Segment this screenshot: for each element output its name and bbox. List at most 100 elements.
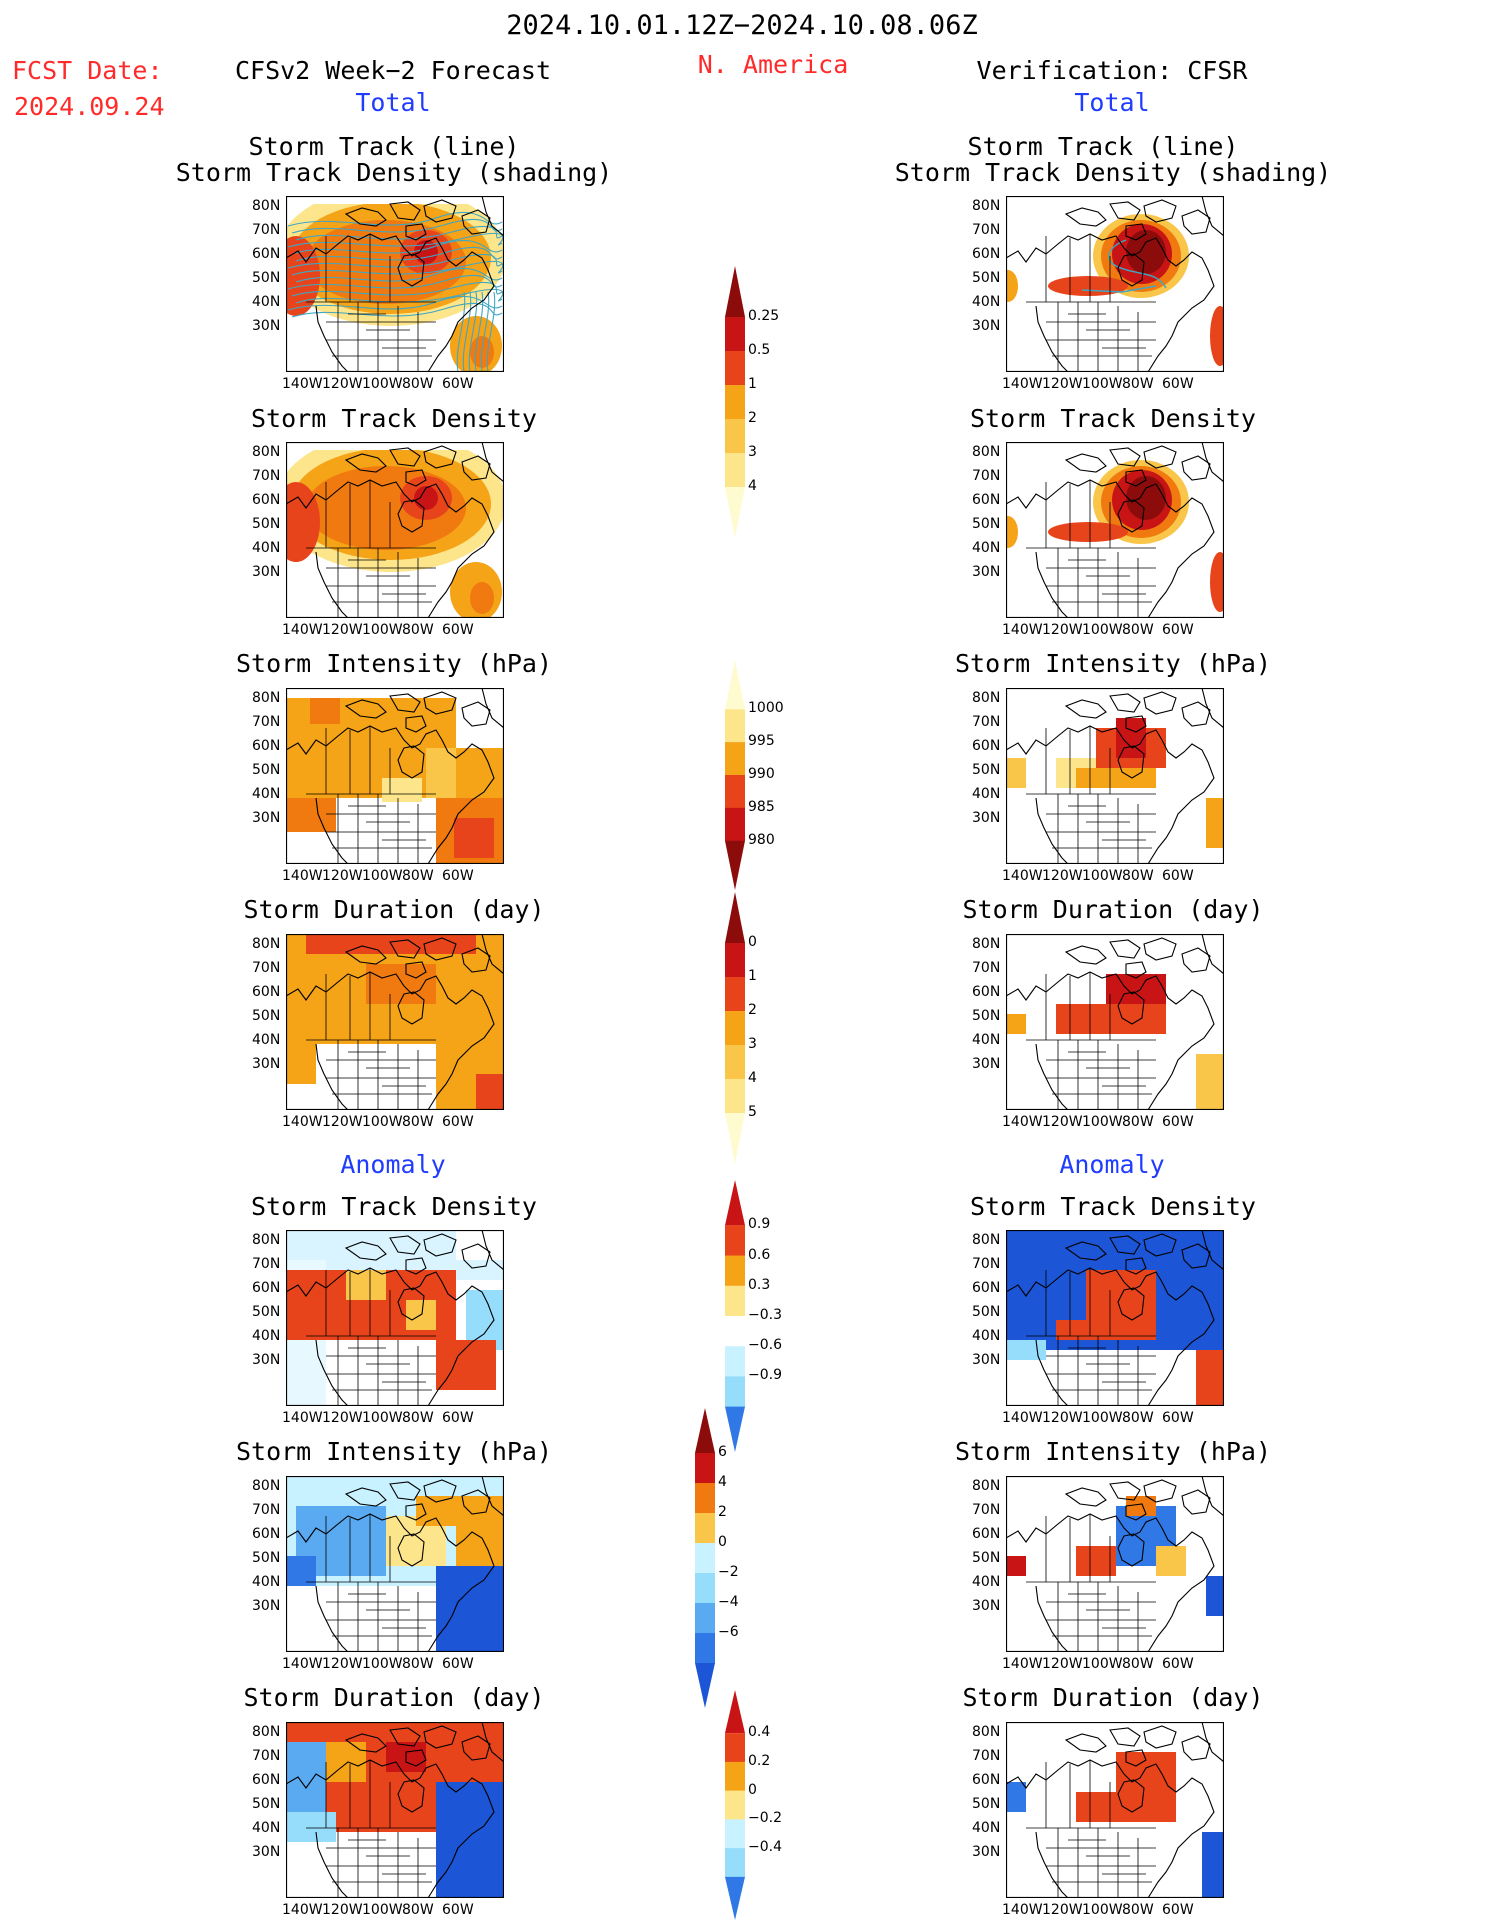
lat-tick: 40N	[972, 294, 1001, 310]
colorbar-density-anom: 0.9 0.6 0.3 −0.3 −0.6 −0.9	[724, 1180, 782, 1458]
lon-tick: 120W	[322, 1410, 363, 1426]
lat-tick: 50N	[972, 516, 1001, 532]
lat-tick: 70N	[252, 222, 281, 238]
map-intensity-anom-ver-map	[1006, 1476, 1224, 1652]
colorbar-label: −0.2	[748, 1810, 782, 1827]
colorbar-label: 5	[748, 1104, 757, 1120]
lon-tick: 140W	[282, 1410, 323, 1426]
lon-tick: 80W	[402, 1902, 434, 1918]
lat-tick: 30N	[972, 564, 1001, 580]
lat-tick: 50N	[972, 1304, 1001, 1320]
title-density-anom-fcst: Storm Track Density	[251, 1192, 537, 1221]
colorbar-label: 2	[748, 1002, 757, 1018]
lat-tick: 30N	[252, 1598, 281, 1614]
map-intensity-fcst-map	[286, 688, 504, 864]
title-intensity-anom-fcst: Storm Intensity (hPa)	[235, 1437, 553, 1466]
colorbar-label: 0.5	[748, 342, 771, 358]
lat-tick: 60N	[972, 984, 1001, 1000]
lon-tick: 60W	[1162, 376, 1194, 392]
fcst-date-value: 2024.09.24	[14, 92, 165, 121]
lat-tick: 50N	[972, 1550, 1001, 1566]
lon-tick: 100W	[362, 1902, 403, 1918]
map-density-ver-map	[1006, 442, 1224, 618]
lat-tick: 80N	[252, 444, 281, 460]
lon-tick: 80W	[1122, 868, 1154, 884]
map-duration-anom-ver: 80N 70N 60N 50N 40N 30N 140W 120W 100W 80W 60W	[972, 1722, 1224, 1918]
lat-tick: 60N	[972, 1526, 1001, 1542]
lat-tick: 50N	[252, 270, 281, 286]
lon-tick: 80W	[402, 376, 434, 392]
lat-tick: 70N	[252, 714, 281, 730]
colorbar-intensity-total: 1000 995 990 985 980	[724, 660, 784, 896]
colorbar-label: 0.3	[748, 1276, 771, 1293]
verification-title: Verification: CFSR	[976, 56, 1248, 85]
lon-tick: 120W	[1042, 1410, 1083, 1426]
colorbar-label: 1	[748, 968, 757, 984]
title-track-line-ver: Storm Track (line)	[967, 132, 1239, 161]
forecast-total-label: Total	[355, 88, 431, 117]
colorbar-label: 4	[748, 1070, 757, 1086]
colorbar-label: 6	[718, 1444, 727, 1460]
map-density-fcst-map	[286, 442, 504, 618]
title-duration-fcst: Storm Duration (day)	[243, 895, 545, 924]
title-track-shading-fcst: Storm Track Density (shading)	[175, 158, 613, 187]
lon-tick: 100W	[1082, 1114, 1123, 1130]
lat-tick: 80N	[972, 444, 1001, 460]
colorbar-intensity-anom-ramp	[695, 1408, 715, 1708]
lon-tick: 80W	[402, 622, 434, 638]
title-density-anom-ver: Storm Track Density	[970, 1192, 1256, 1221]
lon-tick: 120W	[1042, 1114, 1083, 1130]
colorbar-duration-anom-ramp	[725, 1690, 745, 1920]
colorbar-label: 980	[748, 831, 775, 848]
lat-tick: 40N	[972, 540, 1001, 556]
map-density-ver: 80N 70N 60N 50N 40N 30N 140W 120W 100W 80W 60W	[972, 442, 1224, 638]
colorbar-label: 0.25	[748, 308, 780, 324]
lat-tick: 30N	[252, 564, 281, 580]
lon-tick: 60W	[442, 1902, 474, 1918]
lat-tick: 50N	[972, 270, 1001, 286]
colorbar-duration-anom: 0.4 0.2 0 −0.2 −0.4	[724, 1690, 782, 1926]
map-intensity-fcst: 80N 70N 60N 50N 40N 30N 140W 120W 100W 80W 60W	[252, 688, 504, 884]
map-duration-ver: 80N 70N 60N 50N 40N 30N 140W 120W 100W 80W 60W	[972, 934, 1224, 1130]
lat-tick: 30N	[972, 1056, 1001, 1072]
lat-tick: 60N	[252, 246, 281, 262]
lon-tick: 80W	[402, 868, 434, 884]
forecast-anomaly-label: Anomaly	[340, 1150, 446, 1179]
lat-tick: 80N	[252, 690, 281, 706]
lon-tick: 140W	[282, 622, 323, 638]
lon-tick: 80W	[1122, 622, 1154, 638]
lon-tick: 60W	[1162, 1410, 1194, 1426]
lat-tick: 60N	[252, 1526, 281, 1542]
lat-tick: 80N	[972, 690, 1001, 706]
lat-tick: 70N	[252, 1256, 281, 1272]
lon-tick: 140W	[1002, 1114, 1043, 1130]
lat-tick: 40N	[972, 1328, 1001, 1344]
title-duration-anom-ver: Storm Duration (day)	[962, 1683, 1264, 1712]
lat-tick: 70N	[972, 714, 1001, 730]
title-density-fcst: Storm Track Density	[251, 404, 537, 433]
colorbar-label: 0	[748, 1781, 757, 1798]
lon-tick: 120W	[322, 868, 363, 884]
map-duration-anom-fcst-map	[286, 1722, 504, 1898]
colorbar-label: 3	[748, 444, 757, 460]
title-duration-anom-fcst: Storm Duration (day)	[243, 1683, 545, 1712]
lat-tick: 80N	[972, 1724, 1001, 1740]
lat-tick: 60N	[972, 1772, 1001, 1788]
title-density-ver: Storm Track Density	[970, 404, 1256, 433]
lon-tick: 100W	[1082, 1656, 1123, 1672]
lat-tick: 80N	[252, 1478, 281, 1494]
lat-tick: 70N	[252, 1748, 281, 1764]
map-duration-anom-ver-map	[1006, 1722, 1224, 1898]
lat-tick: 80N	[252, 1724, 281, 1740]
lon-tick: 100W	[1082, 622, 1123, 638]
lat-tick: 60N	[972, 492, 1001, 508]
colorbar-label: 4	[748, 478, 757, 494]
lat-tick: 30N	[972, 1844, 1001, 1860]
lat-tick: 30N	[252, 1352, 281, 1368]
lat-tick: 30N	[252, 318, 281, 334]
lat-tick: 40N	[252, 1328, 281, 1344]
lon-tick: 80W	[1122, 1902, 1154, 1918]
lon-tick: 120W	[1042, 1902, 1083, 1918]
map-intensity-ver: 80N 70N 60N 50N 40N 30N 140W 120W 100W 80W 60W	[972, 688, 1224, 884]
verification-total-label: Total	[1074, 88, 1150, 117]
